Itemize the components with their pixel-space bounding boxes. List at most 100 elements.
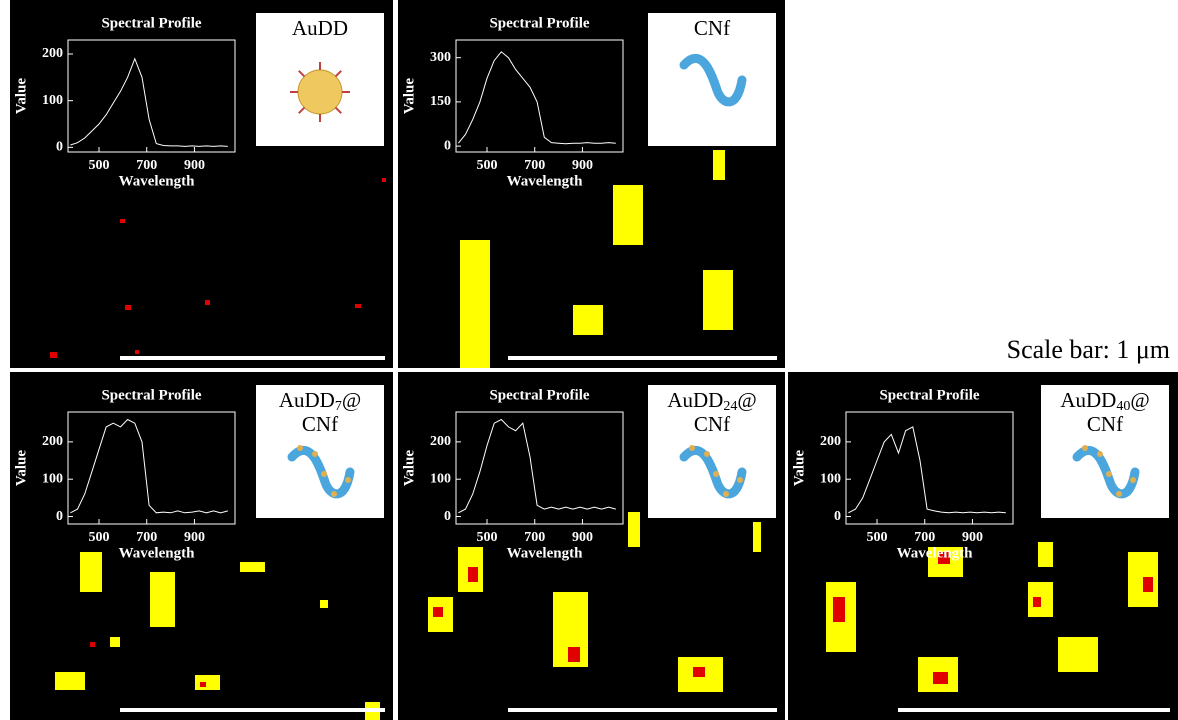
inset-label-text: AuDD (292, 16, 348, 40)
gold-dot (1130, 477, 1136, 483)
particle (200, 682, 206, 687)
particle (1058, 637, 1098, 672)
y-tick-label: 0 (56, 509, 63, 524)
particle (50, 352, 57, 358)
chart-title: Spectral Profile (489, 387, 589, 403)
inset-label-text: CNf (694, 16, 730, 40)
x-tick-label: 500 (477, 158, 498, 173)
particle (320, 600, 328, 608)
inset-label-text: AuDD (279, 388, 335, 412)
y-tick-label: 0 (444, 138, 451, 153)
x-tick-label: 700 (136, 530, 157, 545)
x-tick-label: 700 (524, 530, 545, 545)
y-tick-label: 200 (42, 434, 63, 449)
x-tick-label: 700 (914, 530, 935, 545)
particle (468, 567, 478, 582)
chart-title: Spectral Profile (101, 387, 201, 403)
particle (90, 642, 95, 647)
chart-title: Spectral Profile (101, 15, 201, 31)
x-tick-label: 500 (477, 530, 498, 545)
particle (628, 512, 640, 547)
inset-label-text: AuDD (1060, 388, 1116, 412)
particle (833, 597, 845, 622)
x-tick-label: 700 (136, 158, 157, 173)
inset-label-after: @ (1130, 388, 1149, 412)
y-tick-label: 0 (56, 140, 63, 155)
particle (613, 185, 643, 245)
gold-dot (1097, 451, 1103, 457)
y-axis-label: Value (401, 450, 417, 486)
y-tick-label: 0 (444, 509, 451, 524)
gold-dot (297, 445, 303, 451)
particle (135, 350, 139, 354)
particle (573, 305, 603, 335)
particle (1143, 577, 1153, 592)
x-tick-label: 900 (572, 158, 593, 173)
particle (355, 304, 361, 308)
chart-title: Spectral Profile (879, 387, 979, 403)
gold-dot (1106, 471, 1112, 477)
particle (433, 607, 443, 617)
particle (382, 178, 386, 182)
y-axis-label: Value (791, 450, 807, 486)
panel: Spectral Profile 500 700 900 0 100 200 Waveleng… (10, 0, 393, 368)
particle-icon (298, 70, 342, 114)
x-tick-label: 900 (184, 158, 205, 173)
particle (150, 572, 175, 627)
x-tick-label: 500 (89, 530, 110, 545)
particle (110, 637, 120, 647)
inset-label: AuDD24@ (667, 388, 756, 414)
y-tick-label: 150 (430, 94, 451, 109)
gold-dot (713, 471, 719, 477)
particle (120, 219, 125, 223)
inset-label-text: AuDD (667, 388, 723, 412)
particle (933, 672, 948, 684)
x-axis-label: Wavelength (507, 545, 583, 561)
particle (195, 675, 220, 690)
y-tick-label: 100 (42, 471, 63, 486)
gold-dot (737, 477, 743, 483)
x-axis-label: Wavelength (897, 545, 973, 561)
y-tick-label: 100 (42, 93, 63, 108)
particle (80, 552, 102, 592)
gold-dot (704, 451, 710, 457)
particle (205, 300, 210, 305)
inset-label: AuDD7@ (279, 388, 361, 414)
panel: Spectral Profile 500 700 900 0 100 200 Waveleng… (10, 372, 393, 720)
x-axis-label: Wavelength (507, 173, 583, 189)
y-tick-label: 200 (42, 46, 63, 61)
particle (1033, 597, 1041, 607)
y-tick-label: 100 (430, 471, 451, 486)
inset-label-line2: CNf (694, 412, 730, 436)
y-tick-label: 200 (430, 434, 451, 449)
x-axis-label: Wavelength (119, 545, 195, 561)
gold-dot (723, 491, 729, 497)
particle (1038, 542, 1053, 567)
particle (703, 270, 733, 330)
particle (693, 667, 705, 677)
particle (240, 562, 265, 572)
gold-dot (689, 445, 695, 451)
y-axis-label: Value (13, 450, 29, 486)
y-axis-label: Value (401, 78, 417, 114)
y-tick-label: 100 (820, 471, 841, 486)
x-tick-label: 900 (184, 530, 205, 545)
particle (55, 672, 85, 690)
x-axis-label: Wavelength (119, 173, 195, 189)
x-tick-label: 500 (89, 158, 110, 173)
particle (125, 305, 131, 310)
particle (753, 522, 761, 552)
gold-dot (1082, 445, 1088, 451)
scale-bar-label: Scale bar: 1 μm (1007, 335, 1170, 364)
gold-dot (312, 451, 318, 457)
x-tick-label: 500 (867, 530, 888, 545)
x-tick-label: 900 (962, 530, 983, 545)
particle (460, 240, 490, 368)
inset-label: AuDD40@ (1060, 388, 1149, 414)
inset-label-after: @ (737, 388, 756, 412)
gold-dot (331, 491, 337, 497)
particle (568, 647, 580, 662)
